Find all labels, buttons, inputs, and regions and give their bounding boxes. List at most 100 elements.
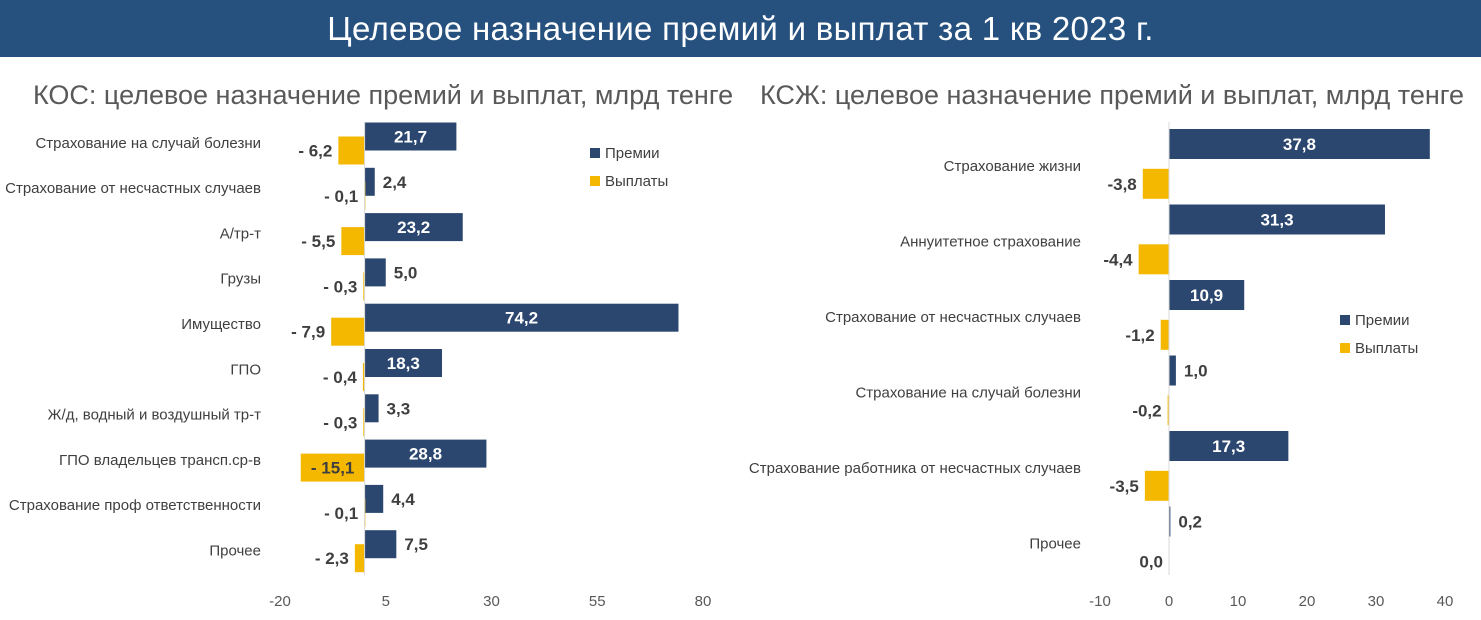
kos-category-label: Грузы: [220, 271, 261, 288]
kos-premium-label: 21,7: [394, 128, 427, 147]
chart-title-kszh: КСЖ: целевое назначение премий и выплат,…: [760, 80, 1465, 110]
kos-legend-payouts-swatch: [590, 176, 600, 186]
kos-category-label: Страхование на случай болезни: [35, 135, 261, 152]
ksz-premium-label: 1,0: [1184, 362, 1208, 381]
kos-x-tick-label: 5: [382, 593, 390, 610]
kos-legend-payouts-label: Выплаты: [605, 173, 668, 190]
kos-x-tick-label: -20: [269, 593, 291, 610]
ksz-premium-bar: [1169, 129, 1430, 159]
kos-x-tick-label: 30: [483, 593, 500, 610]
ksz-x-tick-label: 20: [1299, 593, 1316, 610]
kos-premium-label: 7,5: [404, 535, 428, 554]
ksz-legend-premiums-label: Премии: [1355, 312, 1410, 329]
ksz-premium-bar: [1169, 506, 1171, 537]
kos-payout-label: - 2,3: [315, 549, 349, 568]
kos-category-label: ГПО: [230, 361, 261, 378]
ksz-premium-label: 37,8: [1283, 135, 1316, 154]
kos-legend-premiums-label: Премии: [605, 145, 660, 162]
ksz-premium-bar: [1169, 355, 1176, 386]
kos-category-label: Имущество: [181, 316, 261, 333]
ksz-payout-bar: [1167, 395, 1169, 426]
ksz-premium-label: 31,3: [1260, 211, 1293, 230]
kos-payout-label: - 0,3: [323, 277, 357, 296]
ksz-category-label: Прочее: [1029, 535, 1081, 552]
kos-premium-bar: [364, 439, 487, 468]
ksz-payout-label: -0,2: [1132, 401, 1161, 420]
kos-premium-label: 28,8: [409, 445, 442, 464]
ksz-x-tick-label: 30: [1368, 593, 1385, 610]
kos-premium-label: 2,4: [383, 173, 407, 192]
kos-payout-label: - 5,5: [301, 232, 335, 251]
ksz-x-tick-label: 10: [1230, 593, 1247, 610]
ksz-premium-label: 10,9: [1190, 286, 1223, 305]
kos-category-label: Ж/д, водный и воздушный тр-т: [48, 407, 261, 424]
kos-payout-bar: [341, 227, 365, 256]
kos-premium-bar: [364, 122, 457, 151]
ksz-legend-payouts-swatch: [1340, 343, 1350, 353]
banner-title: Целевое назначение премий и выплат за 1 …: [327, 9, 1154, 47]
kos-payout-bar: [300, 453, 365, 482]
kos-premium-bar: [364, 349, 443, 377]
kos-premium-label: 18,3: [387, 354, 420, 373]
kos-premium-bar: [364, 394, 379, 423]
ksz-category-label: Страхование работника от несчастных случ…: [749, 460, 1081, 477]
kos-category-label: ГПО владельцев трансп.ср-в: [59, 452, 261, 469]
kos-payout-label: - 15,1: [311, 459, 354, 478]
kos-payout-bar: [362, 362, 365, 391]
kos-x-tick-label: 80: [695, 593, 712, 610]
kos-premium-label: 5,0: [394, 263, 418, 282]
ksz-payout-bar: [1144, 470, 1169, 501]
ksz-premium-label: 0,2: [1178, 513, 1202, 532]
chart-title-kos: КОС: целевое назначение премий и выплат,…: [33, 80, 734, 110]
ksz-x-tick-label: 40: [1437, 593, 1454, 610]
ksz-legend-premiums-swatch: [1340, 315, 1350, 325]
ksz-category-label: Страхование от несчастных случаев: [825, 309, 1081, 326]
kos-payout-bar: [331, 317, 365, 346]
kos-premium-label: 3,3: [387, 399, 411, 418]
kos-premium-bar: [364, 484, 384, 513]
ksz-category-label: Страхование жизни: [944, 158, 1081, 175]
kos-premium-bar: [364, 258, 386, 287]
kos-x-tick-label: 55: [589, 593, 606, 610]
ksz-payout-bar: [1160, 319, 1169, 350]
kos-premium-bar: [364, 167, 375, 196]
ksz-category-label: Страхование на случай болезни: [855, 384, 1081, 401]
kos-payout-bar: [338, 136, 365, 165]
ksz-premium-label: 17,3: [1212, 437, 1245, 456]
kos-payout-label: - 7,9: [291, 323, 325, 342]
ksz-payout-bar: [1142, 168, 1169, 199]
ksz-payout-label: 0,0: [1139, 552, 1163, 571]
kos-legend-premiums-swatch: [590, 148, 600, 158]
ksz-premium-bar: [1169, 431, 1289, 461]
ksz-payout-bar: [1138, 244, 1169, 275]
kos-payout-label: - 0,3: [323, 413, 357, 432]
kos-payout-bar: [363, 408, 365, 437]
kos-premium-label: 4,4: [391, 490, 415, 509]
kos-category-label: Страхование от несчастных случаев: [5, 180, 261, 197]
ksz-payout-label: -3,8: [1107, 175, 1136, 194]
ksz-legend-payouts-label: Выплаты: [1355, 340, 1418, 357]
ksz-x-tick-label: 0: [1165, 593, 1173, 610]
ksz-premium-bar: [1169, 280, 1245, 310]
ksz-payout-label: -4,4: [1103, 250, 1133, 269]
kos-payout-label: - 0,1: [324, 187, 358, 206]
ksz-premium-bar: [1169, 204, 1385, 235]
kos-category-label: А/тр-т: [220, 225, 261, 242]
kos-premium-bar: [364, 303, 679, 332]
kos-premium-label: 23,2: [397, 218, 430, 237]
ksz-payout-label: -3,5: [1110, 477, 1139, 496]
kos-payout-label: - 0,4: [323, 368, 358, 387]
banner: Целевое назначение премий и выплат за 1 …: [0, 0, 1481, 57]
kos-payout-label: - 6,2: [298, 141, 332, 160]
kos-premium-bar: [364, 213, 463, 242]
kos-premium-bar: [364, 530, 397, 559]
ksz-category-label: Аннуитетное страхование: [900, 233, 1081, 250]
kos-payout-bar: [363, 272, 365, 301]
kos-category-label: Страхование проф ответственности: [9, 497, 261, 514]
kos-premium-label: 74,2: [505, 309, 538, 328]
ksz-payout-label: -1,2: [1125, 326, 1154, 345]
kos-category-label: Прочее: [209, 543, 261, 560]
kos-payout-bar: [354, 544, 365, 573]
ksz-x-tick-label: -10: [1089, 593, 1111, 610]
